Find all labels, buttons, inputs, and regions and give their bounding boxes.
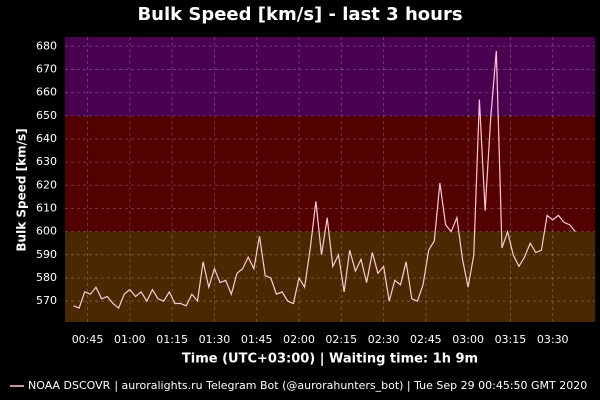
- y-tick-label: 610: [36, 201, 57, 214]
- y-tick-label: 630: [36, 155, 57, 168]
- legend-label: NOAA DSCOVR: [28, 379, 111, 392]
- y-tick-label: 570: [36, 294, 57, 307]
- x-tick-label: 03:30: [537, 333, 569, 346]
- threshold-band: [65, 37, 595, 116]
- x-tick-label: 02:30: [368, 333, 400, 346]
- y-axis-label: Bulk Speed [km/s]: [15, 128, 29, 251]
- chart-title: Bulk Speed [km/s] - last 3 hours: [137, 4, 462, 25]
- y-tick-label: 640: [36, 132, 57, 145]
- data-line: [73, 50, 576, 310]
- y-tick-label: 580: [36, 271, 57, 284]
- x-tick-label: 00:45: [72, 333, 104, 346]
- x-tick-label: 02:00: [283, 333, 315, 346]
- y-tick-label: 600: [36, 225, 57, 238]
- x-axis-label: Time (UTC+03:00) | Waiting time: 1h 9m: [182, 352, 478, 367]
- threshold-band: [65, 115, 595, 232]
- x-tick-label: 03:15: [495, 333, 527, 346]
- footer: | auroralights.ru Telegram Bot (@aurorah…: [114, 379, 587, 392]
- x-tick-label: 01:00: [114, 333, 146, 346]
- plot-area: [65, 37, 595, 322]
- y-tick-label: 670: [36, 62, 57, 75]
- x-tick-label: 02:45: [410, 333, 442, 346]
- x-tick-label: 03:00: [452, 333, 484, 346]
- x-tick-label: 01:45: [241, 333, 273, 346]
- y-tick-label: 650: [36, 109, 57, 122]
- x-tick-label: 02:15: [325, 333, 357, 346]
- y-tick-label: 680: [36, 39, 57, 52]
- y-tick-label: 620: [36, 178, 57, 191]
- x-tick-label: 01:30: [199, 333, 231, 346]
- x-tick-label: 01:15: [156, 333, 188, 346]
- y-tick-label: 660: [36, 86, 57, 99]
- y-tick-label: 590: [36, 248, 57, 261]
